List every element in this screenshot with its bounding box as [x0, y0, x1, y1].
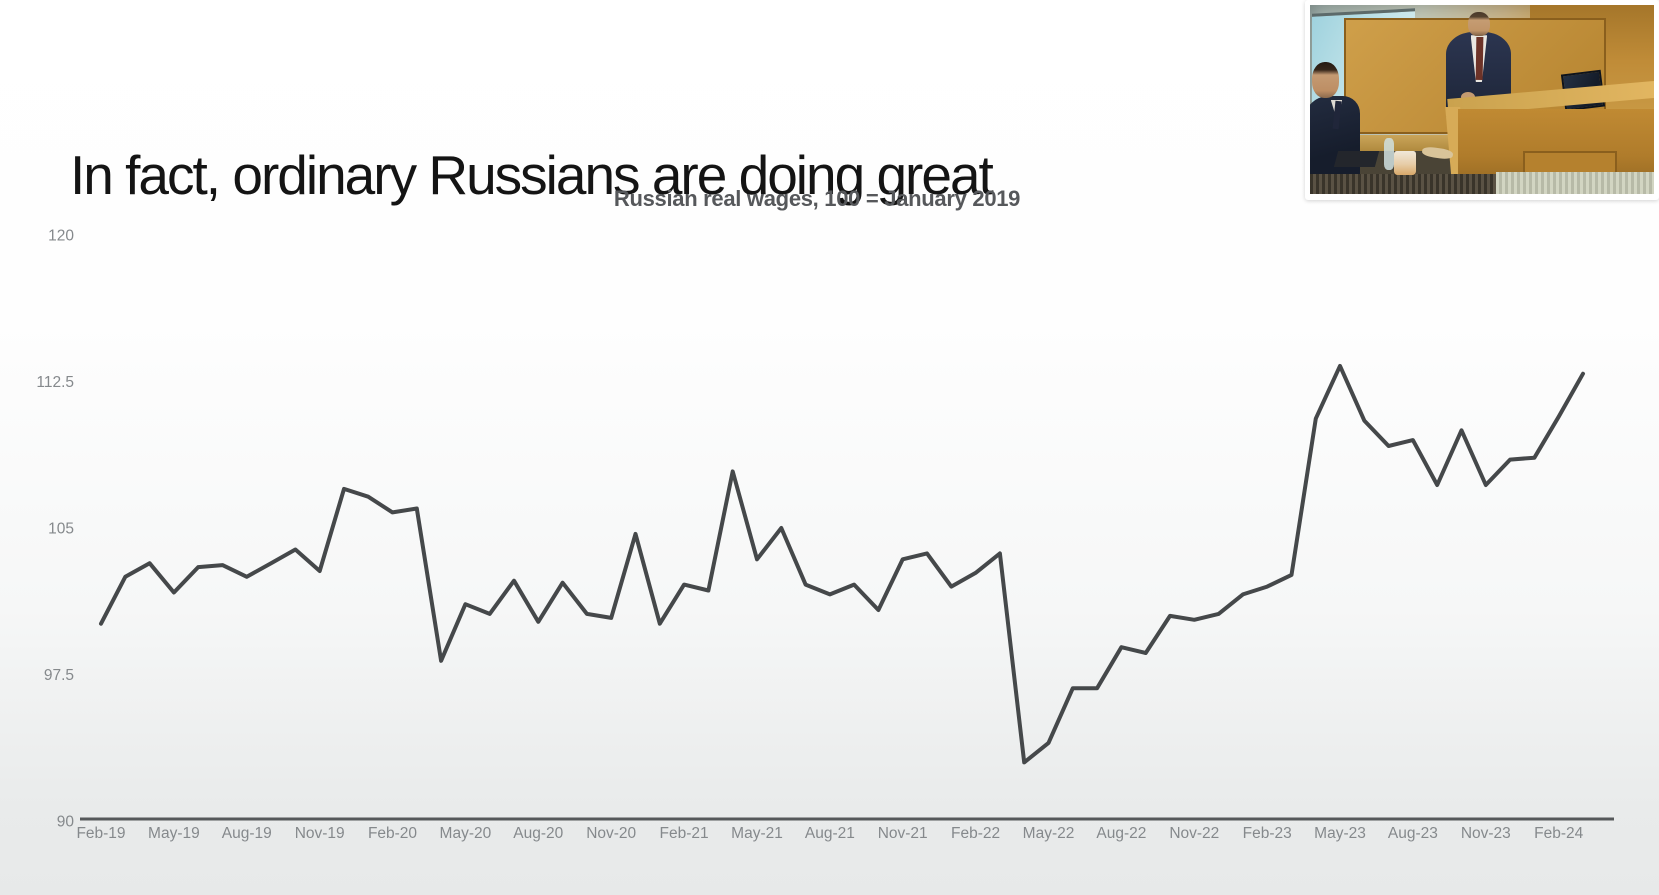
x-tick-label: Feb-22 [951, 825, 1000, 842]
laptop [1333, 151, 1380, 168]
coffee-mug [1394, 151, 1417, 176]
x-tick-label: May-23 [1314, 825, 1366, 842]
x-tick-label: May-21 [731, 825, 783, 842]
lecture-room-scene [1310, 5, 1654, 194]
standing-speaker-tie [1475, 37, 1484, 81]
water-bottle [1383, 138, 1394, 171]
x-tick-label: Feb-20 [368, 825, 417, 842]
speaker-video-overlay [1305, 0, 1659, 200]
floor-table-weave [1495, 172, 1654, 194]
seated-man-head [1311, 61, 1340, 98]
y-tick-label: 120 [48, 228, 74, 245]
table-front-weave [1310, 174, 1496, 194]
y-tick-label: 97.5 [44, 667, 74, 684]
x-tick-label: Nov-20 [586, 825, 636, 842]
x-tick-label: Nov-22 [1169, 825, 1219, 842]
x-tick-label: Feb-21 [660, 825, 709, 842]
y-tick-label: 112.5 [36, 374, 74, 391]
x-tick-label: Nov-19 [295, 825, 345, 842]
x-tick-label: Nov-21 [878, 825, 928, 842]
x-tick-label: Feb-19 [76, 825, 125, 842]
x-tick-label: May-20 [440, 825, 492, 842]
x-tick-label: Aug-22 [1096, 825, 1146, 842]
chart-title: Russian real wages, 100 = January 2019 [613, 186, 1021, 211]
slide-title: In fact, ordinary Russians are doing gre… [70, 143, 994, 206]
y-tick-label: 90 [57, 814, 75, 831]
x-tick-label: Aug-19 [222, 825, 272, 842]
x-tick-label: Nov-23 [1461, 825, 1511, 842]
x-tick-label: May-19 [148, 825, 200, 842]
y-tick-label: 105 [48, 521, 74, 538]
x-tick-label: Feb-24 [1534, 825, 1583, 842]
wage-line-series [99, 363, 1585, 765]
standing-speaker-head [1468, 11, 1490, 37]
x-tick-label: Feb-23 [1243, 825, 1292, 842]
x-tick-label: May-22 [1023, 825, 1075, 842]
x-tick-label: Aug-21 [805, 825, 855, 842]
x-tick-label: Aug-23 [1388, 825, 1438, 842]
x-tick-label: Aug-20 [513, 825, 563, 842]
